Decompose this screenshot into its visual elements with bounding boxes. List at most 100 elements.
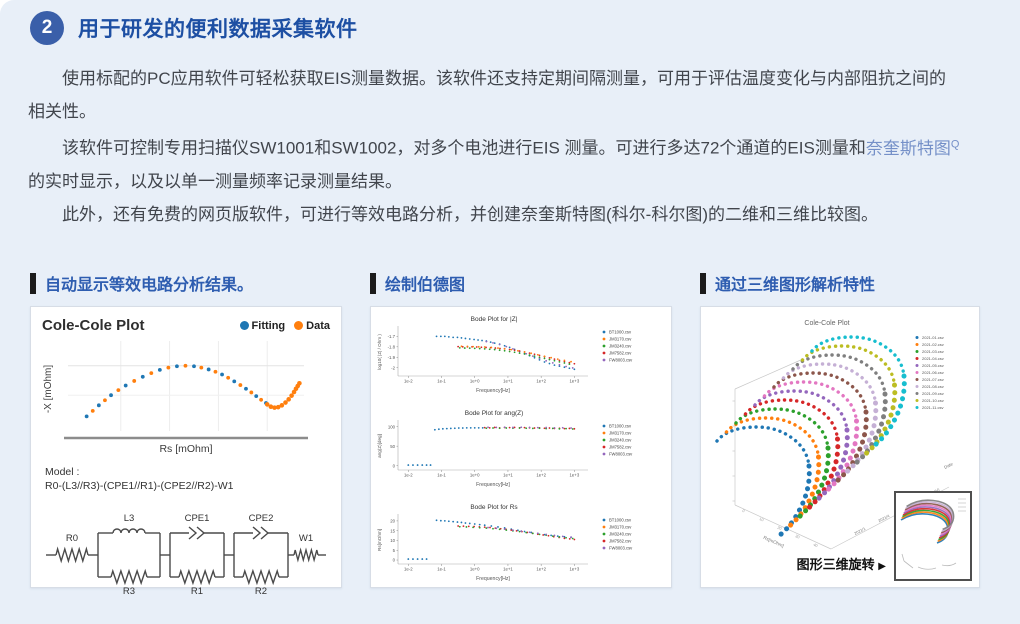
svg-text:JM3170.csv: JM3170.csv — [609, 430, 632, 435]
svg-text:FW8003.csv: FW8003.csv — [609, 545, 633, 550]
svg-text:ang(Z)[deg]: ang(Z)[deg] — [377, 434, 382, 458]
svg-text:-1.9: -1.9 — [388, 355, 396, 360]
svg-text:JM3240.csv: JM3240.csv — [609, 343, 632, 348]
panel-equivalent-circuit: 自动显示等效电路分析结果。 Cole-Cole Plot Fitting Data… — [30, 272, 342, 597]
bode-plot-z-svg: Bode Plot for |Z| -1.7 -1.8 -1.9 -2 1e-2 1e-1 1… — [377, 316, 633, 394]
svg-text:10: 10 — [759, 517, 764, 522]
cole-plot-header: Cole-Cole Plot Fitting Data — [42, 316, 330, 336]
svg-text:BT1000.csv: BT1000.csv — [609, 517, 632, 522]
svg-text:-1.8: -1.8 — [388, 344, 396, 349]
svg-text:JM3240.csv: JM3240.csv — [609, 437, 632, 442]
cole-plot-legend: Fitting Data — [239, 319, 330, 332]
svg-text:1e+2: 1e+2 — [536, 472, 546, 477]
model-label: Model : — [45, 465, 80, 478]
svg-text:0: 0 — [393, 557, 396, 562]
paragraph-3: 此外，还有免费的网页版软件，可进行等效电路分析，并创建奈奎斯特图(科尔-科尔图)… — [62, 204, 878, 224]
rotation-preview-thumbnail[interactable] — [894, 490, 972, 581]
svg-text:FW8003.csv: FW8003.csv — [609, 451, 633, 456]
cole-cole-3d-plot-svg: Cole-Cole Plot 0 10 20 30 40 Rs[mOhm] 2021/1 202… — [715, 320, 954, 549]
glossary-search-icon: Q — [950, 138, 960, 150]
bode-card: Bode Plot for |Z| -1.7 -1.8 -1.9 -2 1e-2 1e-1 1… — [370, 305, 672, 588]
svg-text:5: 5 — [393, 548, 396, 553]
svg-text:1e+1: 1e+1 — [503, 472, 513, 477]
svg-text:-X [mOhm]: -X [mOhm] — [43, 364, 54, 413]
panel2-heading: 绘制伯德图 — [370, 272, 672, 295]
svg-text:CPE1: CPE1 — [185, 513, 210, 524]
svg-text:1e+3: 1e+3 — [570, 378, 580, 383]
svg-text:R0: R0 — [66, 533, 78, 544]
svg-text:JM7582.csv: JM7582.csv — [609, 350, 632, 355]
svg-text:JM3170.csv: JM3170.csv — [609, 524, 632, 529]
svg-text:1e+1: 1e+1 — [503, 566, 513, 571]
svg-text:Rs [mOhm]: Rs [mOhm] — [159, 443, 212, 455]
svg-text:100: 100 — [388, 424, 396, 429]
panel-bode-plots: 绘制伯德图 Bode Plot for |Z| -1.7 -1.8 -1.9 -2 1e-… — [370, 272, 672, 588]
svg-text:2021-05.csv: 2021-05.csv — [922, 363, 944, 368]
panel2-heading-text: 绘制伯德图 — [385, 277, 466, 295]
svg-text:R3: R3 — [123, 586, 135, 597]
legend-label: Fitting — [251, 319, 286, 332]
legend-item: Data — [294, 320, 330, 332]
svg-text:JM3170.csv: JM3170.csv — [609, 336, 632, 341]
panel3-heading: 通过三维图形解析特性 — [700, 272, 980, 295]
feature-panels: 自动显示等效电路分析结果。 Cole-Cole Plot Fitting Data… — [0, 272, 1020, 597]
svg-text:BT1000.csv: BT1000.csv — [609, 423, 632, 428]
panel1-heading-text: 自动显示等效电路分析结果。 — [45, 277, 254, 295]
legend-item: Fitting — [239, 319, 286, 332]
svg-text:2021-06.csv: 2021-06.csv — [922, 370, 944, 375]
bode-plot-rs-svg: Bode Plot for Rs 20 15 10 5 0 1e-2 1e-1 1e+0 1e+1… — [377, 504, 633, 582]
svg-text:1e+3: 1e+3 — [570, 566, 580, 571]
svg-text:40: 40 — [813, 542, 818, 547]
model-block: Model : R0-(L3//R3)-(CPE1//R1)-(CPE2//R2… — [45, 465, 330, 493]
svg-text:1e-2: 1e-2 — [404, 472, 413, 477]
section-number-badge: 2 — [30, 11, 64, 45]
section-title: 用于研发的便利数据采集软件 — [78, 18, 358, 41]
section-header: 2 用于研发的便利数据采集软件 — [0, 0, 1020, 46]
svg-text:50: 50 — [390, 443, 395, 448]
model-formula: R0-(L3//R3)-(CPE1//R1)-(CPE2//R2)-W1 — [45, 479, 234, 492]
svg-text:1e+3: 1e+3 — [570, 472, 580, 477]
svg-text:1e-1: 1e-1 — [437, 378, 446, 383]
svg-text:2021-01.csv: 2021-01.csv — [922, 335, 944, 340]
svg-text:1e+0: 1e+0 — [470, 566, 480, 571]
svg-text:1e+2: 1e+2 — [536, 566, 546, 571]
svg-text:1e-1: 1e-1 — [437, 566, 446, 571]
bode-plot-ang-svg: Bode Plot for ang(Z) 100 50 0 1e-2 1e-1 1e+0 1e… — [377, 410, 633, 488]
svg-text:2021-04.csv: 2021-04.csv — [922, 356, 944, 361]
svg-text:0: 0 — [742, 508, 746, 513]
equivalent-circuit-svg: L3 R3 CPE1 R1 CPE2 R2 R0 W1 — [46, 513, 326, 597]
cole-cole-card: Cole-Cole Plot Fitting Data -X [mOhm] Rs [… — [30, 305, 342, 597]
panel3-heading-text: 通过三维图形解析特性 — [715, 277, 876, 295]
svg-text:1e+0: 1e+0 — [470, 378, 480, 383]
svg-text:2021-07.csv: 2021-07.csv — [922, 377, 944, 382]
svg-text:1e-1: 1e-1 — [437, 472, 446, 477]
svg-text:2021-09.csv: 2021-09.csv — [922, 391, 944, 396]
svg-text:Rs[mOhm]: Rs[mOhm] — [763, 535, 785, 548]
svg-text:1e-2: 1e-2 — [404, 378, 413, 383]
svg-text:2021-10.csv: 2021-10.csv — [922, 398, 944, 403]
svg-text:2021-11.csv: 2021-11.csv — [922, 405, 944, 410]
nyquist-glossary-link[interactable]: 奈奎斯特图Q — [866, 138, 960, 158]
heading-bar-icon — [30, 272, 36, 294]
rotation-preview-svg — [900, 498, 966, 570]
svg-text:1e+1: 1e+1 — [503, 378, 513, 383]
svg-text:-2: -2 — [391, 365, 395, 370]
svg-text:20: 20 — [390, 518, 395, 523]
svg-text:2021/1: 2021/1 — [853, 525, 867, 535]
rotate-3d-label: 图形三维旋转 ▶ — [797, 554, 886, 573]
paragraph-2: 该软件可控制专用扫描仪SW1001和SW1002，对多个电池进行EIS 测量。可… — [28, 128, 962, 198]
svg-text:15: 15 — [390, 528, 395, 533]
svg-text:W1: W1 — [299, 533, 313, 544]
paragraph-2-pre: 该软件可控制专用扫描仪SW1001和SW1002，对多个电池进行EIS 测量。可… — [62, 138, 866, 158]
svg-text:JM7582.csv: JM7582.csv — [609, 538, 632, 543]
svg-text:R2: R2 — [255, 586, 267, 597]
svg-text:BT1000.csv: BT1000.csv — [609, 329, 632, 334]
svg-text:10: 10 — [390, 538, 395, 543]
svg-text:20: 20 — [777, 525, 782, 530]
body-text: 使用标配的PC应用软件可轻松获取EIS测量数据。该软件还支持定期间隔测量，可用于… — [0, 46, 1020, 231]
svg-text:1e-2: 1e-2 — [404, 566, 413, 571]
svg-text:R1: R1 — [191, 586, 203, 597]
svg-text:1e+0: 1e+0 — [470, 472, 480, 477]
svg-text:0: 0 — [393, 463, 396, 468]
svg-text:-1.7: -1.7 — [388, 334, 396, 339]
